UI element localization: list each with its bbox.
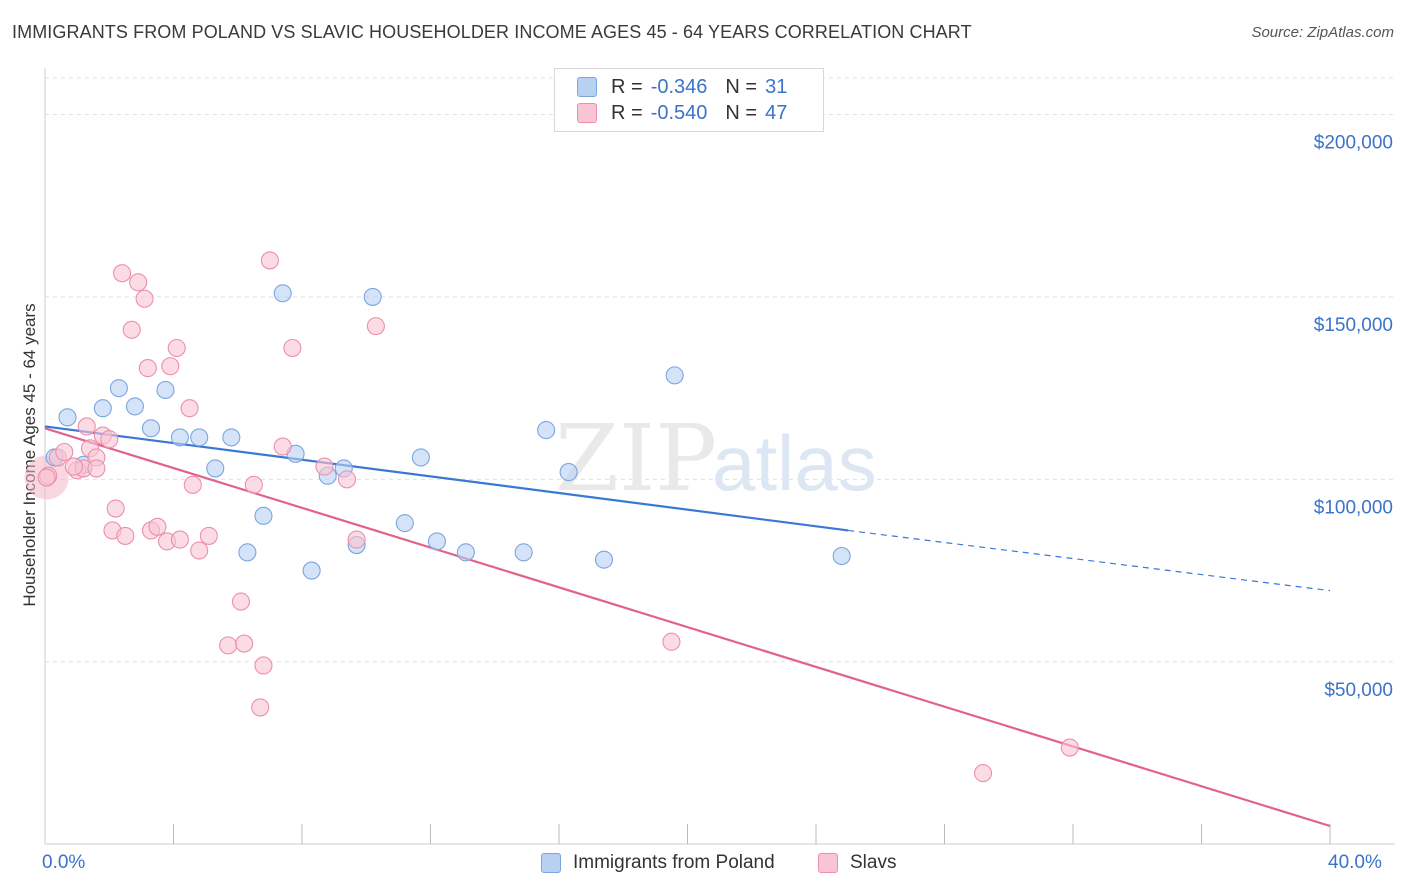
- data-point-slavs: [122, 320, 141, 339]
- data-point-poland: [559, 463, 578, 482]
- y-tick-label: $50,000: [1324, 680, 1393, 701]
- series-legend-swatch-slavs: [818, 853, 838, 873]
- data-point-slavs: [106, 499, 125, 518]
- legend-r-label: R =: [611, 101, 643, 124]
- data-point-slavs: [283, 338, 302, 358]
- data-point-poland: [125, 397, 144, 416]
- data-point-slavs: [37, 468, 56, 487]
- data-point-slavs: [199, 526, 218, 545]
- watermark: ZIP atlas: [555, 405, 877, 512]
- y-tick-label: $100,000: [1314, 497, 1393, 518]
- data-point-slavs: [662, 632, 681, 651]
- data-point-poland: [665, 366, 684, 385]
- trend-line-extension-0: [848, 529, 1331, 592]
- legend-row-poland: R = -0.346 N = 31: [577, 74, 787, 100]
- legend-n-label: N =: [725, 101, 758, 124]
- data-point-slavs: [260, 251, 279, 270]
- data-point-slavs: [973, 764, 993, 783]
- source-label: Source: ZipAtlas.com: [1251, 24, 1394, 41]
- data-point-poland: [109, 379, 128, 398]
- data-point-slavs: [87, 459, 106, 478]
- data-point-slavs: [138, 359, 157, 378]
- legend-n-value: 47: [765, 101, 788, 124]
- data-point-slavs: [116, 526, 135, 545]
- data-point-poland: [238, 543, 257, 562]
- correlation-legend: R = -0.346 N = 31 R = -0.540 N = 47: [554, 68, 824, 132]
- legend-row-slavs: R = -0.540 N = 47: [577, 100, 787, 126]
- series-legend-label-slavs: Slavs: [850, 852, 897, 873]
- data-point-slavs: [244, 475, 263, 494]
- data-point-slavs: [235, 634, 254, 653]
- data-point-poland: [514, 543, 533, 562]
- data-point-poland: [273, 284, 292, 303]
- legend-swatch-slavs: [577, 103, 597, 123]
- data-point-poland: [254, 506, 273, 525]
- data-point-slavs: [100, 430, 119, 449]
- data-point-poland: [363, 287, 382, 306]
- data-point-slavs: [366, 317, 385, 336]
- watermark-atlas: atlas: [712, 419, 877, 507]
- data-point-slavs: [167, 338, 186, 358]
- data-point-slavs: [1060, 738, 1079, 757]
- data-point-slavs: [190, 541, 209, 560]
- data-point-poland: [594, 550, 614, 569]
- legend-n-label: N =: [725, 75, 758, 98]
- chart-title: IMMIGRANTS FROM POLAND VS SLAVIC HOUSEHO…: [12, 22, 972, 42]
- data-point-poland: [170, 428, 189, 447]
- legend-swatch-poland: [577, 77, 597, 97]
- data-point-poland: [58, 408, 77, 427]
- data-point-slavs: [113, 264, 132, 283]
- data-point-slavs: [231, 592, 251, 611]
- data-point-slavs: [347, 530, 366, 549]
- data-point-poland: [222, 428, 241, 447]
- series-legend: Immigrants from Poland Slavs: [0, 852, 1406, 878]
- watermark-zip: ZIP: [555, 405, 717, 512]
- legend-n-value: 31: [765, 75, 788, 98]
- data-point-poland: [411, 448, 430, 467]
- legend-r-value: -0.540: [650, 101, 708, 124]
- data-point-poland: [93, 399, 112, 418]
- data-point-slavs: [170, 530, 189, 549]
- y-tick-label: $150,000: [1314, 315, 1393, 336]
- data-point-slavs: [180, 399, 199, 418]
- data-point-slavs: [337, 470, 357, 489]
- data-point-poland: [141, 419, 161, 438]
- series-legend-swatch-poland: [541, 853, 561, 873]
- data-point-slavs: [148, 517, 167, 536]
- data-point-slavs: [135, 289, 154, 308]
- data-point-slavs: [254, 656, 273, 675]
- data-point-poland: [156, 380, 175, 400]
- data-point-slavs: [273, 437, 292, 456]
- data-point-poland: [427, 532, 446, 551]
- legend-r-label: R =: [611, 75, 643, 98]
- data-point-poland: [537, 421, 556, 440]
- y-tick-label: $200,000: [1314, 132, 1393, 153]
- x-axis-max-label: 40.0%: [1328, 852, 1382, 873]
- data-point-slavs: [315, 457, 334, 476]
- series-legend-slavs: Slavs: [818, 852, 896, 874]
- data-point-slavs: [64, 457, 83, 476]
- data-point-slavs: [77, 417, 96, 436]
- data-point-poland: [302, 561, 321, 580]
- series-legend-label-poland: Immigrants from Poland: [573, 852, 775, 873]
- data-point-poland: [832, 546, 851, 566]
- data-point-slavs: [251, 698, 270, 717]
- data-point-poland: [190, 428, 209, 447]
- data-point-slavs: [183, 475, 202, 494]
- data-point-slavs: [55, 442, 74, 462]
- data-point-poland: [206, 459, 225, 478]
- data-point-slavs: [219, 636, 238, 655]
- data-point-slavs: [129, 273, 148, 292]
- data-point-poland: [395, 514, 414, 533]
- series-legend-poland: Immigrants from Poland: [541, 852, 775, 874]
- trend-line-1: [44, 427, 1331, 828]
- x-axis-min-label: 0.0%: [42, 852, 86, 873]
- legend-r-value: -0.346: [650, 75, 708, 98]
- data-point-slavs: [161, 357, 180, 376]
- data-point-poland: [456, 543, 475, 562]
